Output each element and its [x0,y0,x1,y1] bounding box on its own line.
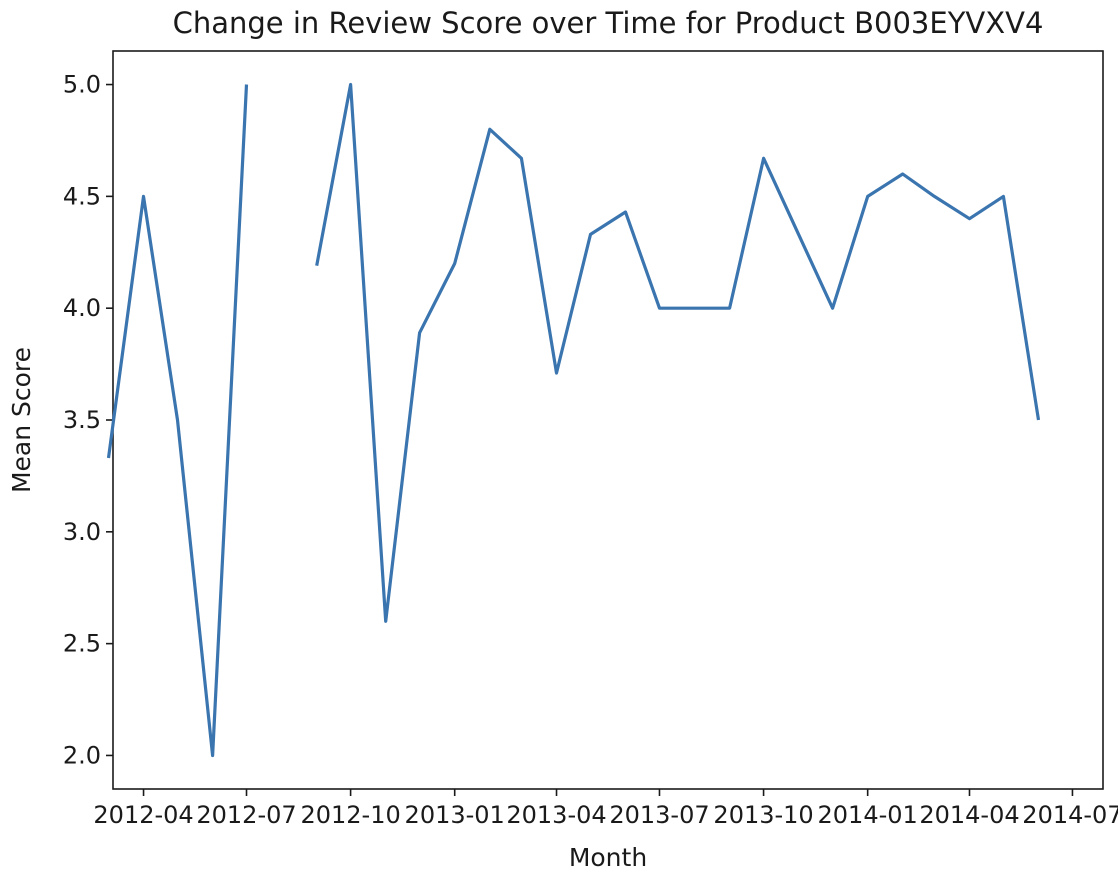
x-axis-label: Month [569,843,647,872]
y-axis: 2.0 2.5 3.0 3.5 4.0 4.5 5.0 [63,71,113,769]
y-tick-label: 2.5 [63,630,101,658]
x-tick-label: 2012-07 [196,801,296,829]
y-axis-label: Mean Score [7,347,36,493]
plot-area-frame [112,50,1104,790]
x-tick-label: 2014-04 [919,801,1019,829]
y-tick-label: 3.0 [63,518,101,546]
x-tick-label: 2014-01 [818,801,918,829]
y-tick-label: 4.5 [63,182,101,210]
chart-title: Change in Review Score over Time for Pro… [173,6,1044,40]
x-tick-label: 2012-04 [93,801,193,829]
series-line-segment [315,82,1041,623]
x-tick-label: 2013-04 [506,801,606,829]
y-tick-label: 3.5 [63,406,101,434]
x-tick-label: 2013-07 [609,801,709,829]
series-group [106,82,1041,758]
x-tick-label: 2013-10 [713,801,813,829]
y-tick-label: 2.0 [63,741,101,769]
y-tick-label: 4.0 [63,294,101,322]
series-line-segment [106,84,249,758]
x-tick-label: 2014-07 [1022,801,1118,829]
x-tick-label: 2012-10 [300,801,400,829]
x-tick-label: 2013-01 [405,801,505,829]
y-tick-label: 5.0 [63,71,101,99]
x-axis: 2012-04 2012-07 2012-10 2013-01 2013-04 2013-… [93,789,1118,829]
